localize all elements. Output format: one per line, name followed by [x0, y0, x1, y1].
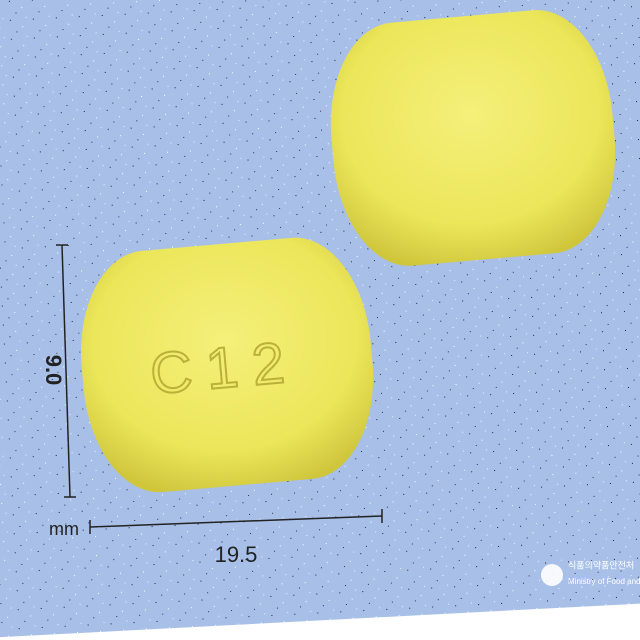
logo-icon: [541, 564, 563, 586]
logo-english: Ministry of Food and Drug: [568, 577, 640, 586]
logo-korean: 식품의약품안전처: [568, 559, 634, 570]
dimension-lines: [56, 244, 383, 534]
pill-back: [330, 10, 616, 266]
height-label: 9.0: [41, 355, 66, 386]
unit-label: mm: [49, 519, 79, 539]
imprint: C12: [148, 329, 302, 407]
pill-front: C12: [81, 237, 374, 493]
width-label: 19.5: [215, 542, 258, 567]
